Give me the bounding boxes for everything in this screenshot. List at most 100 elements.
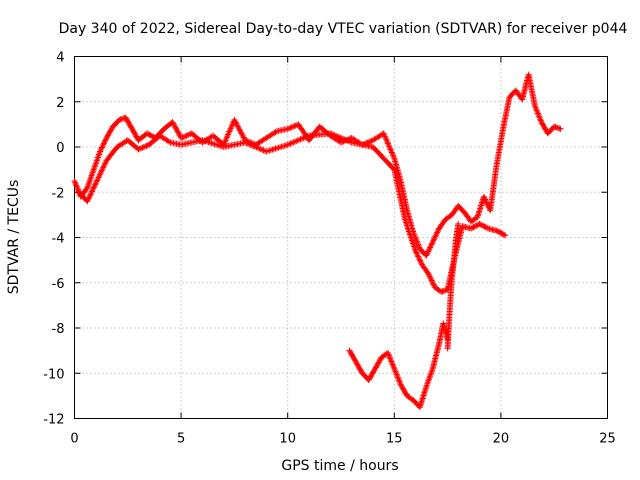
data-marks <box>71 71 564 411</box>
data-point <box>534 110 541 117</box>
data-point <box>405 226 412 233</box>
data-point <box>125 119 132 126</box>
x-tick-label: 5 <box>177 432 185 447</box>
data-point <box>74 185 81 192</box>
data-point <box>124 117 131 124</box>
data-point <box>429 367 436 374</box>
data-point <box>369 369 376 376</box>
data-point <box>423 251 430 258</box>
data-point <box>537 117 544 124</box>
data-point <box>87 191 94 198</box>
data-point <box>365 138 372 145</box>
data-point <box>357 367 364 374</box>
data-point <box>406 229 413 236</box>
data-point <box>235 124 242 131</box>
data-point <box>100 141 107 148</box>
x-tick-label: 10 <box>279 432 296 447</box>
data-point <box>71 177 78 184</box>
data-point <box>369 370 376 377</box>
data-point <box>90 168 97 175</box>
y-tick-label: -8 <box>52 322 65 337</box>
data-point <box>290 123 297 130</box>
data-point <box>102 160 109 167</box>
data-point <box>102 137 109 144</box>
data-point <box>368 137 375 144</box>
data-point <box>386 354 393 361</box>
data-point <box>425 377 432 384</box>
data-point <box>388 358 395 365</box>
data-point <box>95 153 102 160</box>
data-point <box>365 377 372 384</box>
data-point <box>244 140 251 147</box>
data-point <box>434 228 441 235</box>
data-point <box>430 237 437 244</box>
data-point <box>405 225 412 232</box>
data-point <box>330 131 337 138</box>
data-point <box>502 232 509 239</box>
data-point <box>429 239 436 246</box>
data-point <box>227 127 234 134</box>
data-point <box>128 124 135 131</box>
data-point <box>91 165 98 172</box>
data-point <box>91 182 98 189</box>
data-point <box>254 144 261 151</box>
data-point <box>427 243 434 250</box>
data-point <box>539 121 546 128</box>
data-point <box>384 349 391 356</box>
data-point <box>89 187 96 194</box>
data-point <box>74 186 81 193</box>
data-point <box>372 364 379 371</box>
tick-layer <box>74 56 608 419</box>
data-point <box>88 172 95 179</box>
data-point <box>124 118 131 125</box>
data-point <box>414 252 421 259</box>
data-point <box>347 138 354 145</box>
data-point <box>100 163 107 170</box>
data-point <box>540 122 547 129</box>
data-point <box>100 140 107 147</box>
data-point <box>425 248 432 255</box>
data-point <box>429 280 436 287</box>
data-point <box>92 181 99 188</box>
data-point <box>301 134 308 141</box>
data-point <box>399 385 406 392</box>
data-point <box>223 135 230 142</box>
data-point <box>105 131 112 138</box>
data-point <box>327 130 334 137</box>
data-point <box>225 131 232 138</box>
data-point <box>376 358 383 365</box>
data-point <box>354 361 361 368</box>
data-point <box>390 362 397 369</box>
data-point <box>331 132 338 139</box>
data-point <box>415 253 422 260</box>
data-point <box>293 138 300 145</box>
data-point <box>483 224 490 231</box>
data-point <box>86 194 93 201</box>
data-point <box>381 131 388 138</box>
data-point <box>536 113 543 120</box>
data-point <box>99 144 106 151</box>
data-point <box>253 144 260 151</box>
data-point <box>401 389 408 396</box>
data-point <box>380 130 387 137</box>
data-point <box>182 133 189 140</box>
data-point <box>106 129 113 136</box>
data-point <box>351 356 358 363</box>
data-point <box>171 123 178 130</box>
data-point <box>387 355 394 362</box>
data-point <box>541 125 548 132</box>
data-point <box>290 139 297 146</box>
data-point <box>428 277 435 284</box>
data-point <box>557 125 564 132</box>
data-point <box>406 228 413 235</box>
data-point <box>98 145 105 152</box>
data-point <box>88 174 95 181</box>
data-point <box>430 281 437 288</box>
data-point <box>426 374 433 381</box>
data-point <box>395 375 402 382</box>
data-point <box>291 138 298 145</box>
data-point <box>129 127 136 134</box>
data-point <box>432 232 439 239</box>
data-point <box>374 361 381 368</box>
data-point <box>400 386 407 393</box>
